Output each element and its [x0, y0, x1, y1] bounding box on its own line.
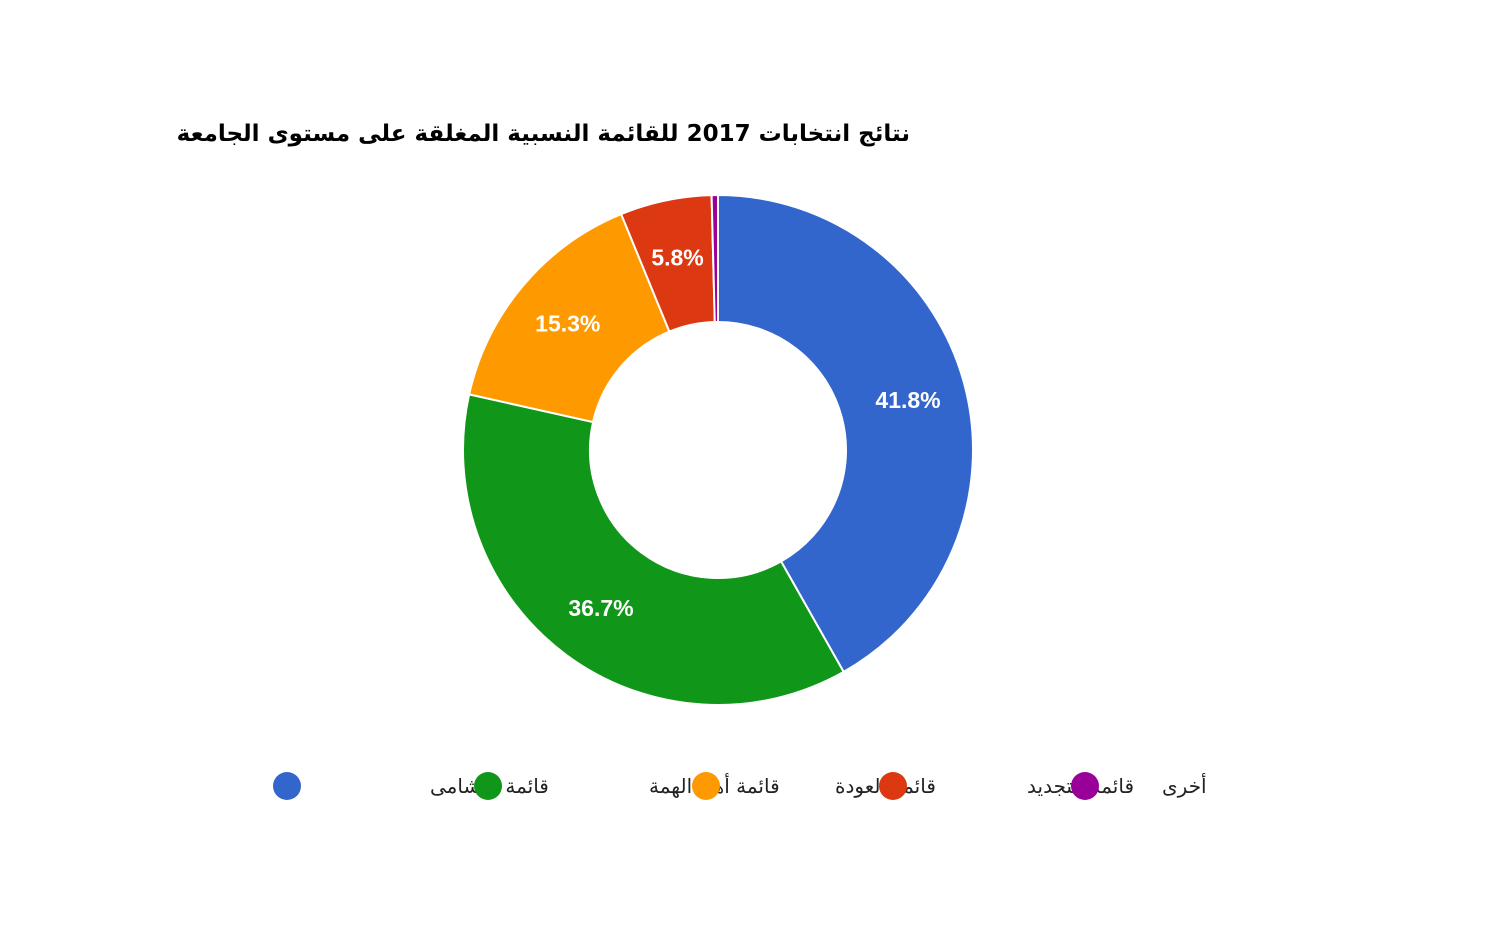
- slice-data-label-1: 41.8%: [875, 387, 940, 413]
- slice-1[interactable]: [717, 193, 974, 674]
- chart-title: نتائج انتخابات 2017 للقائمة النسبية المغ…: [176, 121, 910, 147]
- legend-marker-1[interactable]: [273, 772, 301, 800]
- legend-marker-5[interactable]: [1071, 772, 1099, 800]
- slice-5[interactable]: [710, 193, 719, 324]
- legend-marker-2[interactable]: [474, 772, 502, 800]
- slice-data-label-4: 5.8%: [651, 245, 703, 271]
- slice-data-label-2: 36.7%: [568, 595, 633, 621]
- legend-marker-3[interactable]: [692, 772, 720, 800]
- slice-2[interactable]: [462, 393, 846, 706]
- legend-marker-4[interactable]: [879, 772, 907, 800]
- slice-data-label-3: 15.3%: [535, 310, 600, 336]
- slice-3[interactable]: [467, 212, 671, 424]
- legend-label-5[interactable]: أخرى: [1162, 773, 1207, 798]
